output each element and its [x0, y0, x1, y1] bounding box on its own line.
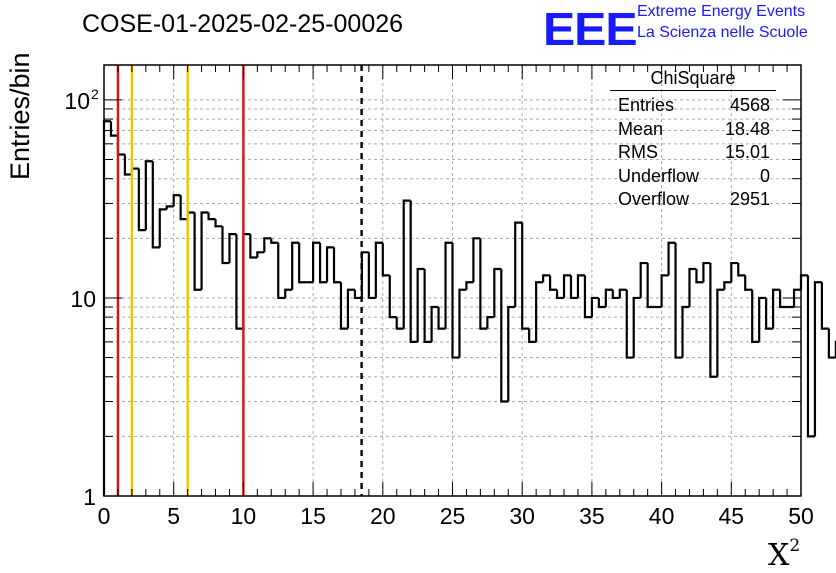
histogram-bin [167, 206, 174, 209]
histogram-bin [334, 247, 341, 282]
x-tick-label: 50 [788, 503, 814, 529]
histogram-bin [466, 282, 473, 289]
histogram-bin [822, 282, 829, 328]
histogram-bin [480, 238, 487, 328]
histogram-bin [648, 263, 655, 307]
histogram-bin [257, 252, 264, 257]
y-tick-label: 10 [70, 286, 96, 312]
stats-row-rms: RMS 15.01 [610, 141, 776, 165]
histogram-bin [662, 275, 669, 307]
stats-row-entries: Entries 4568 [610, 94, 776, 118]
stats-box: ChiSquare Entries 4568 Mean 18.48 RMS 15… [610, 68, 776, 212]
histogram-bin [459, 290, 466, 358]
x-tick-label: 10 [231, 503, 257, 529]
histogram-bin [550, 275, 557, 289]
x-axis-title-exp: 2 [789, 536, 800, 556]
histogram-bin [487, 317, 494, 328]
logo-line-1: Extreme Energy Events [637, 3, 805, 21]
stats-value: 18.48 [725, 118, 770, 142]
histogram-bin [216, 219, 223, 226]
x-tick-label: 15 [300, 503, 326, 529]
histogram-bin [271, 238, 278, 242]
histogram-bin [299, 243, 306, 283]
stats-label: RMS [618, 141, 658, 165]
x-tick-label: 0 [98, 503, 111, 529]
x-axis-title-base: X [768, 538, 789, 573]
histogram-bin [745, 275, 752, 289]
histogram-bin [390, 275, 397, 317]
x-tick-label: 5 [167, 503, 180, 529]
stats-label: Mean [618, 118, 663, 142]
stats-value: 4568 [730, 94, 770, 118]
x-axis-title: X2 [768, 538, 800, 573]
stats-value: 2951 [730, 188, 770, 212]
x-tick-label: 45 [719, 503, 745, 529]
run-title: COSE-01-2025-02-25-00026 [82, 10, 403, 39]
marker-lines [118, 65, 362, 496]
histogram-bin [383, 243, 390, 276]
histogram-bin [683, 307, 690, 358]
stats-row-underflow: Underflow 0 [610, 165, 776, 189]
x-tick-label: 30 [509, 503, 535, 529]
stats-label: Overflow [618, 188, 689, 212]
y-axis-title: Entries/bin [5, 52, 36, 180]
x-tick-label: 40 [649, 503, 675, 529]
stats-title: ChiSquare [610, 68, 776, 91]
stats-value: 0 [760, 165, 770, 189]
y-tick-label-exponent: 2 [91, 86, 99, 102]
x-tick-label: 25 [440, 503, 466, 529]
histogram-bin [285, 290, 292, 298]
stats-row-overflow: Overflow 2951 [610, 188, 776, 212]
logo-line-2: La Scienza nelle Scuole [637, 24, 808, 42]
histogram-bin [160, 209, 167, 247]
histogram-bin [202, 213, 209, 290]
y-tick-label: 10 [64, 88, 90, 114]
stats-value: 15.01 [725, 141, 770, 165]
x-tick-label: 35 [579, 503, 605, 529]
histogram-bin [717, 290, 724, 377]
histogram-bin [738, 263, 745, 275]
histogram-bin [508, 307, 515, 401]
stats-label: Underflow [618, 165, 699, 189]
x-tick-label: 20 [370, 503, 396, 529]
stats-row-mean: Mean 18.48 [610, 118, 776, 142]
histogram-bin [209, 213, 216, 220]
stats-label: Entries [618, 94, 674, 118]
y-tick-label: 1 [83, 484, 96, 510]
histogram-bin [104, 121, 111, 496]
histogram-bin [724, 282, 731, 289]
eee-logo: EEE [543, 2, 636, 56]
histogram-bin [536, 282, 543, 342]
